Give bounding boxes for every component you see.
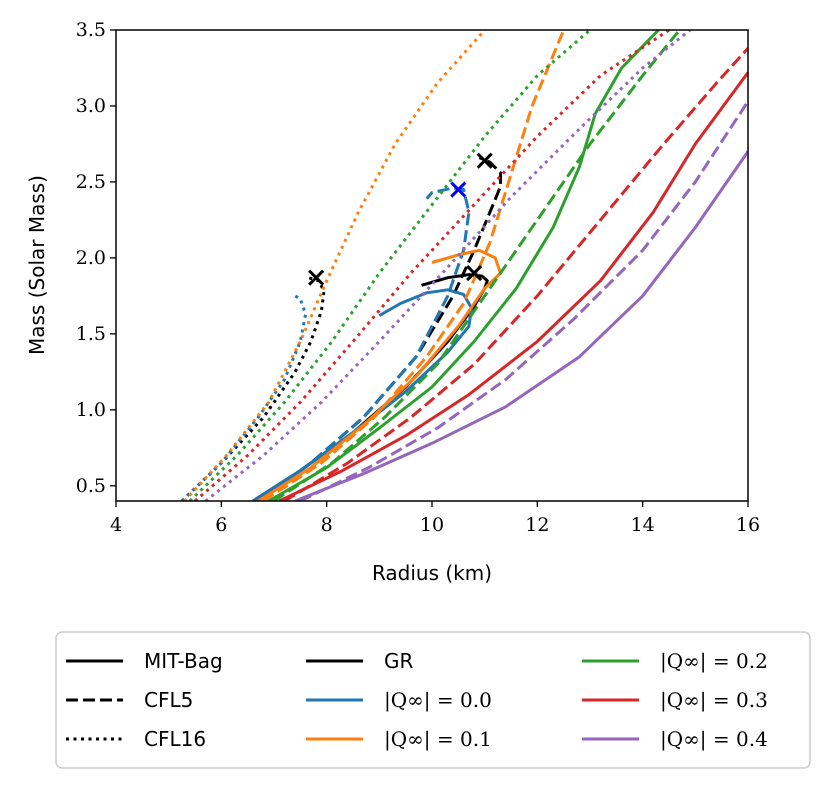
- curves-layer: [180, 30, 748, 501]
- legend: MIT-Bag CFL5 CFL16 GR |Q∞| = 0.0 |Q∞| = 0.1 |Q…: [55, 631, 811, 769]
- curve-q0-2-mit-bag: [267, 30, 660, 501]
- curve-q0-1-cfl5: [262, 30, 566, 501]
- curve-q0-1-cfl16: [183, 30, 486, 501]
- curve-q0-0-cfl16: [180, 294, 308, 501]
- curve-q0-3-mit-bag: [278, 71, 748, 501]
- legend-label-q-0-2: |Q∞| = 0.2: [660, 649, 768, 674]
- curve-q0-3-cfl16: [194, 30, 670, 501]
- y-tick-label: 3.5: [76, 19, 106, 41]
- x-axis-ticks: 4 6 8 10 12 14 16: [110, 501, 760, 536]
- legend-label-cfl16: CFL16: [144, 727, 206, 751]
- x-tick-label: 6: [215, 514, 227, 536]
- curve-q0-1-mit-bag: [257, 248, 502, 501]
- curve-q0-4-mit-bag: [294, 150, 748, 501]
- y-tick-label: 3.0: [76, 95, 106, 117]
- marker-max-mass-Q0-CFL5: [450, 181, 467, 198]
- x-tick-label: 16: [736, 514, 760, 536]
- y-tick-label: 1.0: [76, 399, 106, 421]
- markers-layer: [308, 152, 493, 286]
- marker-max-mass-GR-CFL16: [308, 269, 325, 286]
- marker-max-mass-GR-MIT-Bag: [466, 265, 483, 282]
- y-tick-label: 1.5: [76, 323, 106, 345]
- x-axis-label: Radius (km): [372, 561, 492, 585]
- curve-q0-0-cfl5: [257, 186, 471, 501]
- x-tick-label: 10: [420, 514, 444, 536]
- y-tick-label: 2.0: [76, 247, 106, 269]
- curve-q0-2-cfl5: [273, 30, 681, 501]
- legend-label-q-0-0: |Q∞| = 0.0: [384, 688, 492, 713]
- legend-label-q-0-3: |Q∞| = 0.3: [660, 688, 768, 713]
- legend-box: [55, 631, 811, 769]
- x-tick-label: 12: [525, 514, 549, 536]
- curve-q0-4-cfl5: [299, 100, 748, 501]
- x-tick-label: 4: [110, 514, 122, 536]
- x-tick-label: 8: [321, 514, 333, 536]
- marker-max-mass-GR-CFL5: [476, 152, 493, 169]
- legend-label-q-0-4: |Q∞| = 0.4: [660, 727, 768, 752]
- y-axis-ticks: 0.5 1.0 1.5 2.0 2.5 3.0 3.5: [76, 19, 116, 497]
- legend-label-cfl5: CFL5: [144, 688, 193, 712]
- y-tick-label: 2.5: [76, 171, 106, 193]
- plot-frame: [115, 29, 749, 502]
- y-tick-label: 0.5: [76, 475, 106, 497]
- y-axis-label: Mass (Solar Mass): [25, 175, 49, 355]
- curve-q0-3-cfl5: [283, 47, 748, 501]
- legend-label-gr: GR: [384, 649, 413, 673]
- curve-q0-4-cfl16: [204, 30, 692, 501]
- legend-label-q-0-1: |Q∞| = 0.1: [384, 727, 492, 752]
- legend-label-mit-bag: MIT-Bag: [144, 649, 223, 673]
- x-tick-label: 14: [631, 514, 655, 536]
